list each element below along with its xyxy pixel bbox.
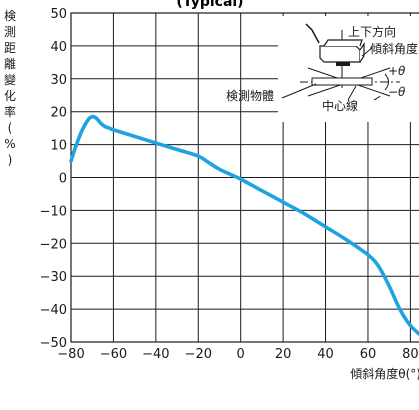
y-label-char: ) xyxy=(8,153,13,167)
y-tick-label: 0 xyxy=(59,172,67,187)
y-label-char: 距 xyxy=(4,41,16,55)
up-down-label: 上下方向 xyxy=(348,24,396,39)
y-tick-label: −30 xyxy=(40,270,67,285)
y-tick-label: −10 xyxy=(40,204,67,219)
y-label-char: 検 xyxy=(4,9,16,23)
object-shape xyxy=(311,77,373,86)
y-tick-label: 50 xyxy=(50,7,67,22)
data-series-line xyxy=(69,114,419,337)
y-tick-label: −50 xyxy=(40,336,67,351)
sensor-diagram: 上下方向 傾斜角度 +θ −θ 検測物體 中心線 xyxy=(226,16,419,122)
y-label-char: % xyxy=(4,137,15,151)
y-tick-label: 20 xyxy=(50,106,67,121)
minus-theta-label: −θ xyxy=(388,85,406,99)
y-tick-label: 10 xyxy=(50,139,67,154)
x-tick-label: 40 xyxy=(317,347,334,362)
y-tick-label: 30 xyxy=(50,73,67,88)
y-label-char: ( xyxy=(8,121,13,135)
y-label-char: 化 xyxy=(4,89,16,103)
center-line-label: 中心線 xyxy=(322,98,358,113)
object-label: 検測物體 xyxy=(226,89,274,103)
chart-title: (Typical) xyxy=(176,0,243,10)
plot-frame xyxy=(70,12,419,343)
x-tick-label: 0 xyxy=(237,347,245,362)
sensor-icon xyxy=(305,23,365,66)
y-tick-label: 40 xyxy=(50,40,67,55)
y-label-char: 率 xyxy=(4,104,16,119)
diagram-background xyxy=(278,16,419,122)
tilt-angle-label: 傾斜角度 xyxy=(370,41,418,56)
x-tick-label: −60 xyxy=(100,347,127,362)
x-tick-label: 60 xyxy=(360,347,377,362)
x-tick-label: 20 xyxy=(275,347,292,362)
y-label-char: 變 xyxy=(4,72,16,87)
plus-theta-label: +θ xyxy=(388,64,406,78)
y-label-char: 離 xyxy=(4,57,16,71)
y-tick-label: −20 xyxy=(40,237,67,252)
x-tick-label: −20 xyxy=(185,347,212,362)
x-tick-label: 80 xyxy=(402,347,419,362)
y-label-char: 測 xyxy=(4,25,16,39)
y-tick-label: −40 xyxy=(40,303,67,318)
y-tick-labels: 50 40 30 20 10 0 −10 −20 −30 −40 −50 xyxy=(40,7,67,351)
x-axis-label: 傾斜角度θ(°) xyxy=(350,366,419,381)
x-tick-labels: −80 −60 −40 −20 0 20 40 60 80 xyxy=(57,347,418,362)
x-tick-label: −40 xyxy=(142,347,169,362)
x-tick-label: −80 xyxy=(57,347,84,362)
